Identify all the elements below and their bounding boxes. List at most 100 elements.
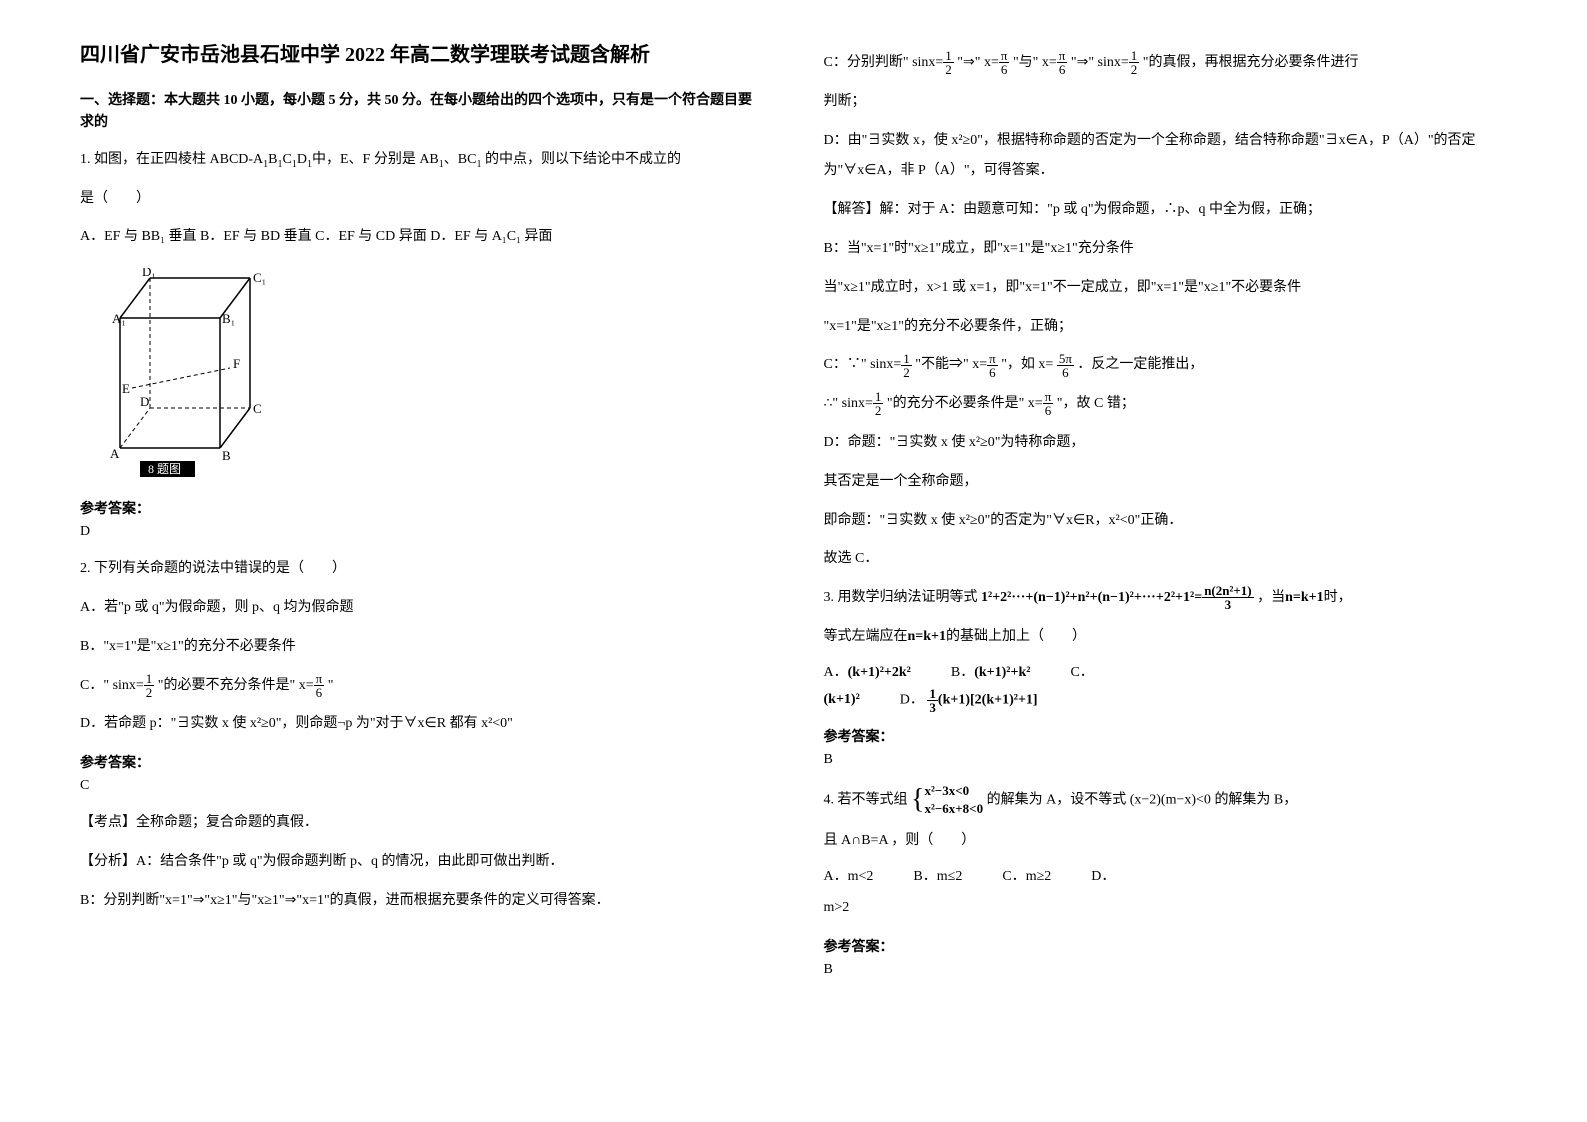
left-column: 四川省广安市岳池县石垭中学 2022 年高二数学理联考试题含解析 一、选择题：本… <box>80 40 764 992</box>
q3-optB: (k+1)²+k² <box>974 665 1030 680</box>
label-C: C <box>253 401 262 416</box>
q2-jd5: C：∵" sinx=12 "不能⇒" x=π6 "，如 x= 5π6 ．反之一定… <box>824 350 1508 381</box>
q2-optC-a: C．" <box>80 678 109 693</box>
q3-rhs-den: 3 <box>1225 597 1232 612</box>
page-title: 四川省广安市岳池县石垭中学 2022 年高二数学理联考试题含解析 <box>80 40 764 70</box>
fxC-c: "与" <box>1013 55 1038 70</box>
q1-text-b: B <box>268 152 277 167</box>
q2-fxC: C：分别判断" sinx=12 "⇒" x=π6 "与" x=π6 "⇒" si… <box>824 48 1508 79</box>
q3-answer-label: 参考答案： <box>824 726 1508 746</box>
q1-options: A．EF 与 BB₁ 垂直 B．EF 与 BD 垂直 C．EF 与 CD 异面 … <box>80 222 764 253</box>
frac-icon: 12 <box>1129 49 1140 76</box>
q3-nk1: n=k+1 <box>1285 590 1324 605</box>
q3-optC: (k+1)² <box>824 692 860 708</box>
fxC-a: C：分别判断" <box>824 55 909 70</box>
frac-icon: π6 <box>1057 49 1068 76</box>
kd-text: 全称命题；复合命题的真假． <box>136 815 318 830</box>
q3-optD-a: 1 <box>929 686 936 701</box>
q1-text-e: 中，E、F 分别是 AB <box>312 152 439 167</box>
q2-optC-b: sinx= <box>113 678 144 693</box>
fxC-e: "的真假，再根据充分必要条件进行 <box>1143 55 1359 70</box>
q2-jd2: B：当"x=1"时"x≥1"成立，即"x=1"是"x≥1"充分条件 <box>824 234 1508 265</box>
frac-5pi-6-icon: 5π6 <box>1057 352 1074 379</box>
frac-icon: 12 <box>901 352 912 379</box>
q2-jd3: 当"x≥1"成立时，x>1 或 x=1，即"x=1"不一定成立，即"x=1"是"… <box>824 273 1508 304</box>
q3-rhs-num: n(2n²+1) <box>1204 583 1251 598</box>
q1-text-f: 、BC <box>444 152 477 167</box>
q2-jd7: D：命题："∃实数 x 使 x²≥0"为特称命题， <box>824 428 1508 459</box>
q2-stem: 2. 下列有关命题的说法中错误的是（ ） <box>80 554 764 585</box>
jd5-a: C：∵" <box>824 357 867 372</box>
q4-answer-label: 参考答案： <box>824 936 1508 956</box>
q2-fxD: D：由"∃实数 x，使 x²≥0"，根据特称命题的否定为一个全称命题，结合特称命… <box>824 126 1508 188</box>
q4-e: ，则（ ） <box>891 833 975 848</box>
q4-optB-pre: B． <box>913 869 936 884</box>
q1-stem-2: 是（ ） <box>80 184 764 215</box>
q2-fxC-f: 判断； <box>824 87 1508 118</box>
frac-icon: π6 <box>999 49 1010 76</box>
q3-optA: (k+1)²+2k² <box>848 665 911 680</box>
q2-jd6: ∴" sinx=12 "的充分不必要条件是" x=π6 "，故 C 错； <box>824 389 1508 420</box>
frac-icon: 12 <box>873 390 884 417</box>
q3-frac-rhs: n(2n²+1)3 <box>1202 584 1253 611</box>
jd5-d: ．反之一定能推出， <box>1077 357 1203 372</box>
q3-formula-main: 1²+2²···+(n−1)²+n²+(n−1)²+···+2²+1²= <box>981 590 1202 605</box>
q2-jd1: 【解答】解：对于 A：由题意可知："p 或 q"为假命题，∴p、q 中全为假，正… <box>824 195 1508 226</box>
frac-pi-6-icon: π6 <box>314 672 325 699</box>
q1-diagram: A₁ B₁ C₁ D₁ A B C D E F 8 题图 <box>100 268 764 483</box>
label-A1: A₁ <box>112 311 126 326</box>
q3-optD-b: 3 <box>929 700 936 715</box>
q3-d: 等式左端应在 <box>824 629 908 644</box>
q2-jd8: 其否定是一个全称命题， <box>824 467 1508 498</box>
jd6-a: ∴" <box>824 396 839 411</box>
q3-nk: n=k+1 <box>908 629 947 644</box>
q2-optC: C．" sinx=12 "的必要不充分条件是" x=π6 " <box>80 671 764 702</box>
q3-a: 3. 用数学归纳法证明等式 <box>824 590 978 605</box>
jd5-c: "，如 x= <box>1001 357 1053 372</box>
q2-answer-label: 参考答案： <box>80 752 764 772</box>
q2-answer: C <box>80 778 764 794</box>
jd1-text: 解：对于 A：由题意可知："p 或 q"为假命题，∴p、q 中全为假，正确； <box>880 202 1322 217</box>
section-1-heading: 一、选择题：本大题共 10 小题，每小题 5 分，共 50 分。在每小题给出的四… <box>80 90 764 135</box>
jd5-b: "不能⇒" <box>915 357 968 372</box>
q3-options-row2: (k+1)² D． 13(k+1)[2(k+1)²+1] <box>824 687 1508 714</box>
label-A: A <box>110 446 120 461</box>
jd-label: 【解答】 <box>824 202 880 217</box>
q3-answer: B <box>824 752 1508 768</box>
jd6-c: "，故 C 错； <box>1057 396 1135 411</box>
q4-stem-2: 且 A∩B=A ，则（ ） <box>824 826 1508 857</box>
fx-label: 【分析】 <box>80 854 136 869</box>
q4-optC: m≥2 <box>1026 869 1052 884</box>
q4-d: 且 <box>824 833 838 848</box>
q3-stem: 3. 用数学归纳法证明等式 1²+2²···+(n−1)²+n²+(n−1)²+… <box>824 583 1508 614</box>
fxC-d: "⇒" <box>1071 55 1094 70</box>
q3-optD-frac: 13 <box>927 687 938 714</box>
q4-ineq: (x−2)(m−x)<0 <box>1130 792 1211 807</box>
q2-fxB: B：分别判断"x=1"⇒"x≥1"与"x≥1"⇒"x=1"的真假，进而根据充要条… <box>80 886 764 917</box>
label-D1: D₁ <box>142 268 156 279</box>
q1-text-a: 1. 如图，在正四棱柱 ABCD-A <box>80 152 263 167</box>
right-column: C：分别判断" sinx=12 "⇒" x=π6 "与" x=π6 "⇒" si… <box>824 40 1508 992</box>
q2-optC-c: "的必要不充分条件是" <box>158 678 295 693</box>
q2-optD: D．若命题 p："∃实数 x 使 x²≥0"，则命题¬p 为"对于∀x∈R 都有… <box>80 709 764 740</box>
q3-optB-pre: B． <box>951 665 974 680</box>
q3-b: ，当 <box>1257 590 1285 605</box>
q2-jd4: "x=1"是"x≥1"的充分不必要条件，正确； <box>824 312 1508 343</box>
fxA-text: A：结合条件"p 或 q"为假命题判断 p、q 的情况，由此即可做出判断． <box>136 854 564 869</box>
cases-icon: { x²−3x<0 x²−6x+8<0 <box>911 782 983 818</box>
q2-optA: A．若"p 或 q"为假命题，则 p、q 均为假命题 <box>80 593 764 624</box>
q1-text-c: C <box>283 152 292 167</box>
q4-cond: A∩B=A <box>841 833 888 848</box>
q2-optC-d: x= <box>299 678 314 693</box>
q4-b: 的解集为 A，设不等式 <box>987 792 1127 807</box>
q4-answer: B <box>824 962 1508 978</box>
q2-optB: B．"x=1"是"x≥1"的充分不必要条件 <box>80 632 764 663</box>
q4-options-row: A．m<2 B．m≤2 C．m≥2 D． <box>824 865 1508 885</box>
q1-text-d: D <box>297 152 307 167</box>
q2-jd9: 即命题："∃实数 x 使 x²≥0"的否定为"∀x∈R，x²<0"正确． <box>824 506 1508 537</box>
q3-options-row1: A．(k+1)²+2k² B．(k+1)²+k² C． <box>824 661 1508 681</box>
diagram-caption: 8 题图 <box>148 462 181 476</box>
q3-stem-2: 等式左端应在n=k+1的基础上加上（ ） <box>824 622 1508 653</box>
q4-a: 4. 若不等式组 <box>824 792 908 807</box>
q4-optA-pre: A． <box>824 869 848 884</box>
